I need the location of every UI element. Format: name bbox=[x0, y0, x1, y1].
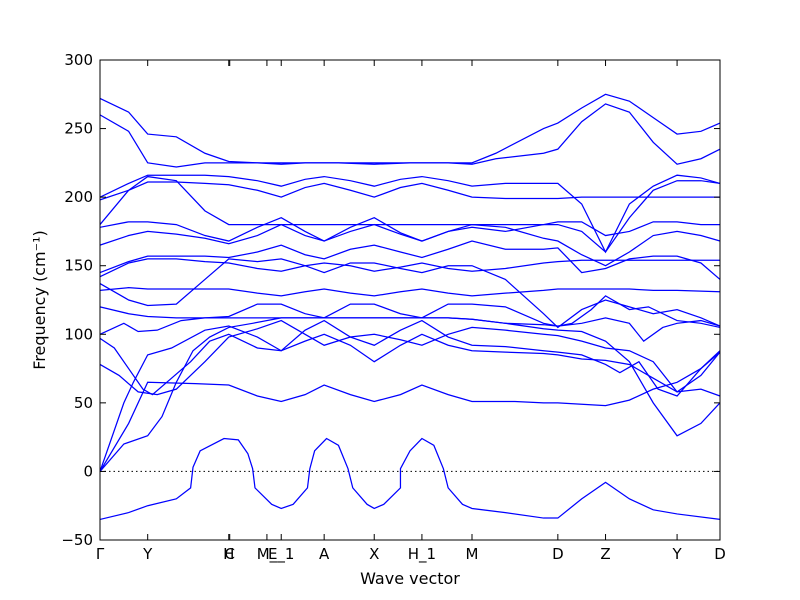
band-line-19 bbox=[99, 93, 721, 164]
x-tick-label: D bbox=[552, 545, 564, 563]
x-tick-label: D bbox=[714, 545, 726, 563]
band-line-14 bbox=[99, 217, 720, 242]
x-tick-label: H_1 bbox=[408, 545, 436, 564]
band-line-17 bbox=[99, 174, 721, 254]
y-tick-label: 300 bbox=[64, 51, 93, 69]
band-line-1 bbox=[99, 437, 721, 521]
band-line-3 bbox=[99, 351, 721, 472]
x-tick-label: M bbox=[466, 545, 479, 563]
y-axis-label: Frequency (cm⁻¹) bbox=[30, 230, 49, 369]
y-tick-labels: −50 0 50 100 150 200 250 300 bbox=[61, 51, 93, 549]
y-tick-label: 200 bbox=[64, 188, 93, 206]
band-line-9 bbox=[99, 287, 721, 297]
x-axis-label: Wave vector bbox=[360, 569, 460, 588]
x-tick-label: H bbox=[223, 545, 234, 563]
y-tick-label: 50 bbox=[74, 394, 93, 412]
plot-frame bbox=[99, 59, 721, 541]
band-line-6 bbox=[99, 319, 721, 396]
band-line-7 bbox=[99, 295, 721, 335]
phonon-bands bbox=[99, 93, 721, 521]
y-tick-label: −50 bbox=[61, 531, 93, 549]
band-line-13 bbox=[99, 223, 721, 267]
y-tick-label: 100 bbox=[64, 325, 93, 343]
x-tick-labels: Γ Y HC M_E_1 A X H_1 M D Z Y D bbox=[96, 545, 726, 564]
x-tick-label: C bbox=[224, 545, 234, 563]
band-line-12 bbox=[99, 240, 721, 280]
x-tick-label: Z bbox=[600, 545, 610, 563]
y-tick-label: 250 bbox=[64, 120, 93, 138]
x-tick-label: Y bbox=[671, 545, 682, 563]
band-line-5 bbox=[99, 319, 721, 397]
band-line-16 bbox=[99, 181, 720, 201]
x-tick-label: Y bbox=[142, 545, 153, 563]
y-tick-label: 150 bbox=[64, 257, 93, 275]
y-tick-label: 0 bbox=[83, 462, 93, 480]
x-tick-label: M_ bbox=[257, 545, 278, 564]
x-tick-label: E_1 bbox=[268, 545, 295, 564]
band-line-4 bbox=[99, 325, 721, 472]
band-line-10 bbox=[99, 258, 721, 329]
plot-area bbox=[100, 60, 720, 540]
band-line-15 bbox=[99, 175, 721, 253]
x-tick-label: Γ bbox=[96, 545, 105, 563]
x-tick-label: X bbox=[369, 545, 379, 563]
band-line-11 bbox=[99, 258, 720, 278]
band-line-8 bbox=[99, 306, 721, 342]
x-tick-label: A bbox=[319, 545, 330, 563]
